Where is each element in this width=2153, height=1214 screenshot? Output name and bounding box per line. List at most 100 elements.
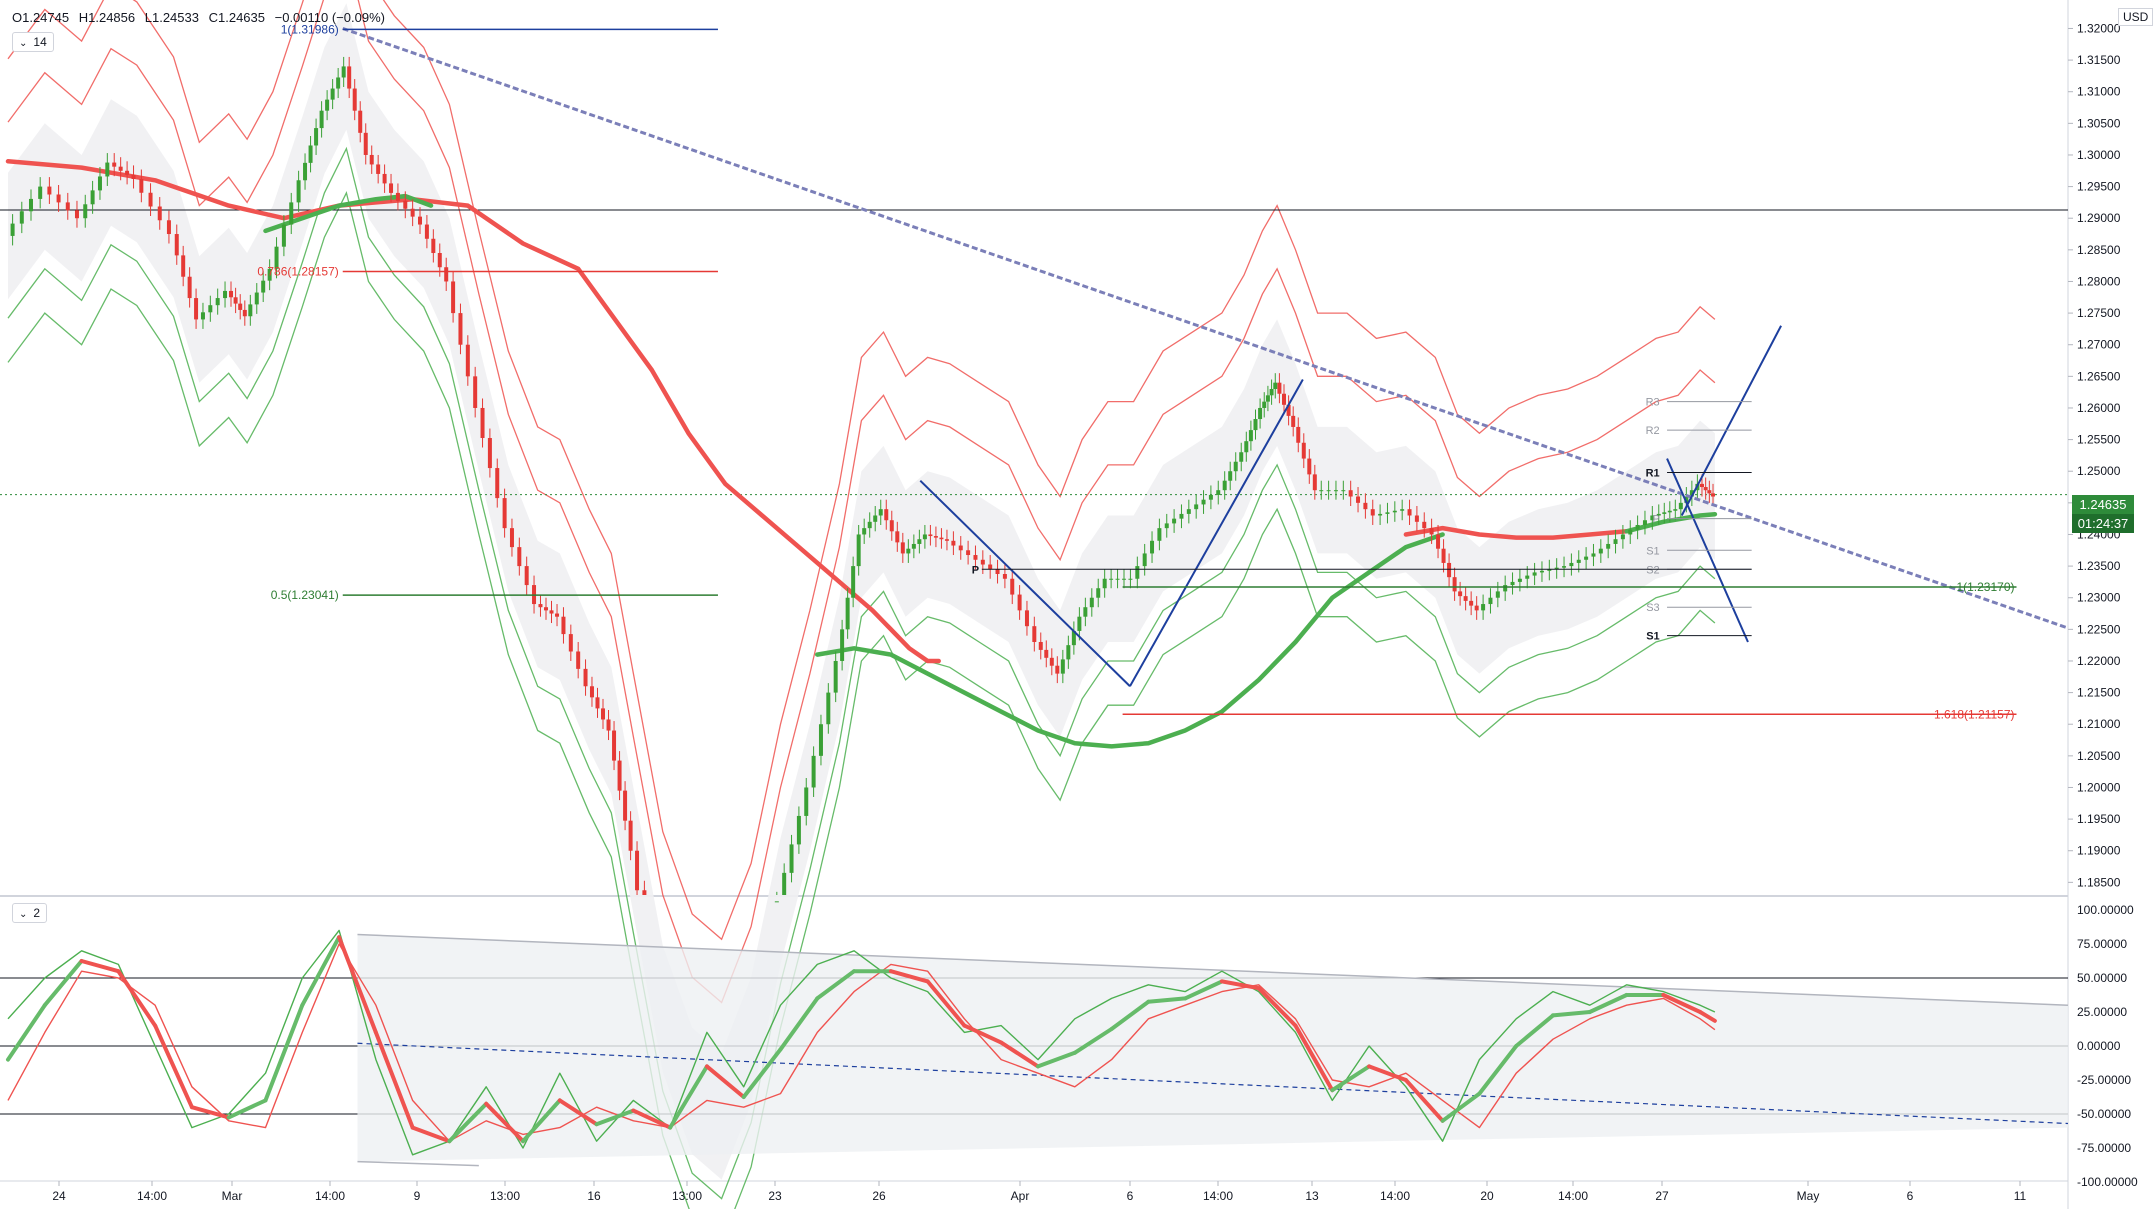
candle-body [1569, 562, 1574, 567]
candle-body [1115, 578, 1120, 580]
ohlc-legend: O1.24745 H1.24856 L1.24533 C1.24635 −0.0… [12, 10, 391, 25]
oscillator-main-segment [557, 1098, 599, 1127]
time-tick-label: Apr [1011, 1189, 1030, 1203]
candle-body [341, 66, 346, 78]
indicator-toggle-main[interactable]: ⌄ 14 [12, 32, 54, 52]
indicator-toggle-oscillator[interactable]: ⌄ 2 [12, 903, 48, 923]
candle-body [174, 234, 179, 256]
candle-body [1422, 521, 1427, 529]
oscillator-main-segment [447, 1101, 489, 1144]
oscillator-main-segment [594, 1108, 636, 1127]
candle-body [376, 164, 381, 174]
candle-body [1341, 490, 1346, 492]
time-tick-label: 14:00 [315, 1189, 345, 1203]
candle-body [1301, 442, 1306, 459]
candle-body [347, 66, 352, 89]
time-tick-label: 14:00 [1380, 1189, 1410, 1203]
candle-body [1038, 641, 1043, 650]
candle-body [1447, 562, 1452, 578]
candle-body [223, 290, 228, 299]
candle-body [826, 692, 831, 725]
candle-body [1269, 388, 1274, 396]
time-tick-label: 13 [1305, 1189, 1319, 1203]
candle-body [1273, 382, 1278, 389]
candle-body [980, 559, 985, 565]
legend-open: O1.24745 [12, 10, 70, 25]
candle-body [112, 162, 117, 167]
candle-body [1066, 645, 1071, 660]
candle-body [105, 162, 110, 177]
time-tick-label: Mar [222, 1189, 243, 1203]
time-tick-label: 13:00 [490, 1189, 520, 1203]
candle-body [1010, 578, 1015, 595]
candle-body [1673, 509, 1678, 511]
candle-body [431, 238, 436, 254]
candle-body [1150, 540, 1155, 554]
candle-body [583, 668, 588, 687]
candle-body [389, 183, 394, 193]
candle-body [1488, 597, 1493, 605]
indicator-period-label: 14 [33, 35, 47, 49]
candle-body [1510, 581, 1515, 586]
time-tick-label: 11 [2014, 1189, 2027, 1203]
candle-body [1481, 604, 1486, 611]
candle-body [895, 531, 900, 543]
oscillator-main-segment [1109, 999, 1151, 1031]
oscillator-main-segment [1698, 1010, 1717, 1023]
candle-body [330, 88, 335, 100]
price-tick-label: 1.22500 [2077, 622, 2121, 636]
candle-body [118, 166, 123, 171]
candle-body [1620, 534, 1625, 540]
candle-body [1282, 393, 1287, 405]
oscillator-main-segment [373, 1030, 415, 1130]
candle-body [862, 528, 867, 535]
oscillator-tick-label: 100.00000 [2077, 903, 2134, 917]
candle-body [502, 498, 507, 529]
candle-body [1194, 504, 1199, 510]
pivot-label: S3 [1646, 602, 1659, 614]
oscillator-main-segment [668, 1064, 709, 1130]
price-tick-label: 1.25000 [2077, 464, 2121, 478]
moving-average-line [815, 532, 1445, 749]
candle-body [1414, 515, 1419, 522]
pivot-label: P [972, 564, 979, 576]
price-tick-label: 1.31000 [2077, 85, 2121, 99]
candle-body [917, 539, 922, 544]
pivot-label: P [1652, 514, 1659, 526]
candle-body [181, 255, 186, 277]
price-tick-label: 1.26500 [2077, 369, 2121, 383]
candle-body [410, 208, 415, 217]
candle-body [840, 629, 845, 661]
oscillator-tick-label: -75.00000 [2077, 1141, 2131, 1155]
oscillator-tick-label: -25.00000 [2077, 1073, 2131, 1087]
candle-body [1584, 556, 1589, 560]
candle-body [1172, 518, 1177, 524]
candle-body [308, 145, 313, 163]
oscillator-main-segment [962, 1023, 1004, 1045]
oscillator-main-segment [6, 1003, 47, 1062]
candle-body [267, 268, 272, 281]
candle-body [19, 211, 24, 224]
fib-level-label: 0.786(1.28157) [257, 265, 338, 279]
candle-body [555, 613, 560, 617]
price-tick-label: 1.23000 [2077, 591, 2121, 605]
candle-body [1392, 510, 1397, 513]
time-tick-label: 14:00 [1558, 1189, 1588, 1203]
candle-body [248, 304, 253, 317]
candle-body [524, 566, 529, 586]
price-tick-label: 1.27000 [2077, 338, 2121, 352]
candle-body [1635, 524, 1640, 530]
candle-body [1678, 502, 1683, 510]
price-tick-label: 1.30500 [2077, 116, 2121, 130]
candle-body [851, 566, 856, 598]
price-tick-label: 1.21500 [2077, 686, 2121, 700]
time-tick-label: 26 [872, 1189, 886, 1203]
candle-body [148, 192, 153, 207]
pivot-label: S2 [1646, 564, 1659, 576]
candle-body [465, 344, 470, 377]
candle-body [1554, 567, 1559, 570]
currency-label[interactable]: USD [2118, 8, 2153, 26]
oscillator-channel-line [357, 1160, 479, 1167]
